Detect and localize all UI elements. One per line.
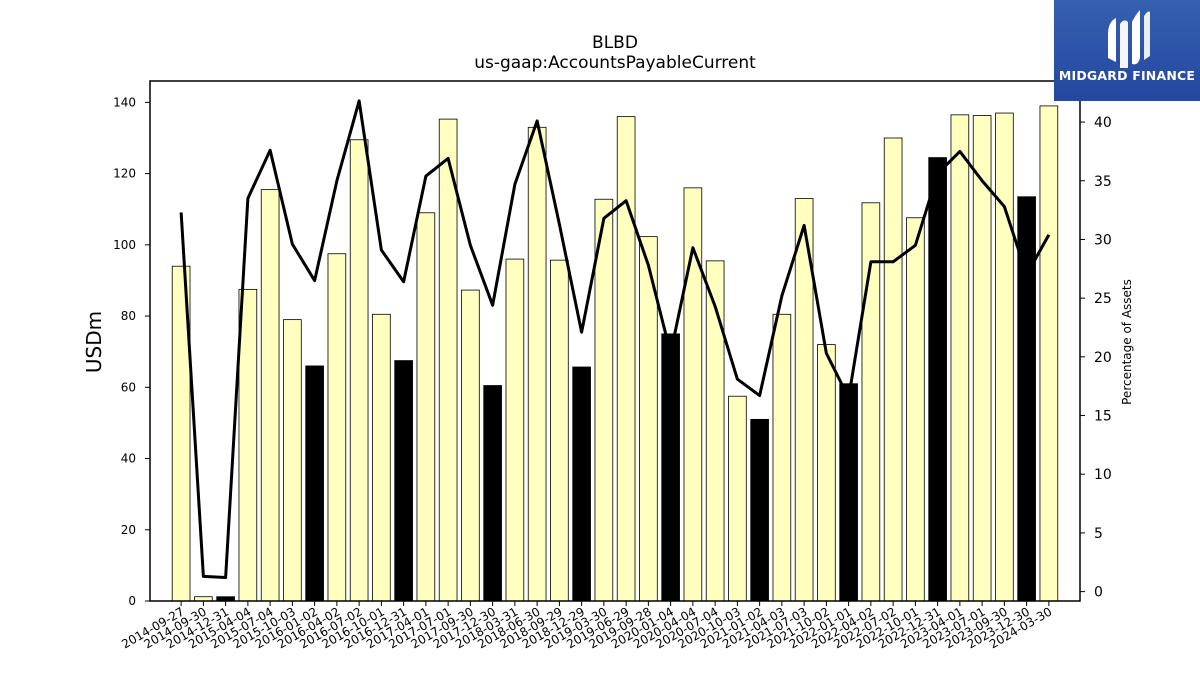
y2-tick-label: 40 <box>1094 115 1112 131</box>
y2-axis-label: Percentage of Assets <box>1120 279 1134 405</box>
bar-2021-01-02 <box>750 418 769 602</box>
bar-2020-07-04 <box>705 260 725 602</box>
bar-2017-09-30 <box>461 289 480 602</box>
y-tick-label: 120 <box>113 167 136 181</box>
chart-title: BLBD <box>592 33 638 53</box>
logo-mark-icon <box>1108 10 1150 68</box>
y2-tick-label: 30 <box>1094 232 1112 248</box>
bar-2015-07-04 <box>260 189 280 602</box>
axes-group: 02040608010012014005101520253035402014-0… <box>113 80 1112 651</box>
bar-2015-04-04 <box>238 288 258 602</box>
axis-labels-group: USDm Percentage of Assets <box>82 279 1134 405</box>
bar-2016-04-02 <box>327 253 347 602</box>
y-tick-label: 140 <box>113 95 136 109</box>
bars-group <box>171 105 1059 602</box>
bar-2019-03-30 <box>594 198 614 602</box>
bar-2017-12-30 <box>483 385 502 602</box>
y-tick-label: 20 <box>121 523 136 537</box>
plot-frame <box>149 80 1081 602</box>
bar-2024-03-30 <box>1039 105 1059 602</box>
line-group <box>179 99 1051 580</box>
percentage-line <box>179 99 1051 580</box>
y2-tick-label: 0 <box>1094 585 1103 601</box>
brand-logo: MIDGARD FINANCE <box>1054 0 1200 101</box>
y-tick-label: 40 <box>121 452 136 466</box>
bar-2022-12-31 <box>928 157 947 602</box>
bar-2017-07-01 <box>438 118 458 602</box>
bar-2020-01-04 <box>661 333 680 602</box>
bar-2021-04-03 <box>772 313 792 602</box>
bar-2019-06-29 <box>616 116 636 602</box>
y2-tick-label: 35 <box>1094 174 1112 190</box>
bar-2016-10-01 <box>372 313 391 602</box>
y-tick-label: 60 <box>121 380 136 394</box>
logo-text: MIDGARD FINANCE <box>1058 68 1196 83</box>
bar-2016-12-31 <box>394 360 413 602</box>
bar-2018-03-31 <box>505 258 525 602</box>
y-tick-label: 0 <box>128 594 136 608</box>
y-tick-label: 100 <box>113 238 136 252</box>
y2-tick-label: 10 <box>1094 467 1112 483</box>
y-axis-label: USDm <box>82 311 106 373</box>
y-tick-label: 80 <box>121 309 136 323</box>
y2-tick-label: 5 <box>1094 526 1103 542</box>
bar-2018-06-30 <box>527 126 547 602</box>
bar-2016-07-02 <box>349 139 369 602</box>
bar-2020-10-03 <box>728 395 747 602</box>
bar-2023-09-30 <box>995 112 1014 602</box>
y2-tick-label: 25 <box>1094 291 1112 307</box>
bar-2017-04-01 <box>416 212 436 602</box>
bar-2018-09-29 <box>550 259 569 602</box>
bar-2021-10-02 <box>817 344 836 602</box>
y2-tick-label: 20 <box>1094 350 1112 366</box>
bar-2018-12-29 <box>572 366 591 602</box>
bar-2022-07-02 <box>883 137 903 602</box>
bar-2023-04-01 <box>950 114 970 602</box>
chart-subtitle: us-gaap:AccountsPayableCurrent <box>474 53 756 73</box>
bar-2015-10-03 <box>283 319 302 602</box>
bar-2022-01-01 <box>839 383 858 602</box>
bar-2016-01-02 <box>305 365 324 602</box>
bar-2022-10-01 <box>906 217 925 602</box>
y2-tick-label: 15 <box>1094 409 1112 425</box>
